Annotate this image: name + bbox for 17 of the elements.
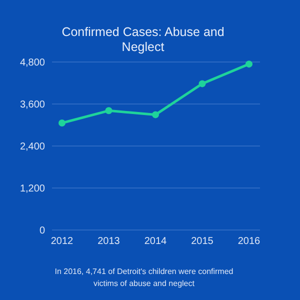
x-tick-label: 2013 [98, 236, 120, 247]
y-tick-label: 3,600 [20, 100, 46, 110]
point [105, 107, 112, 114]
chart-title: Confirmed Cases: Abuse and Neglect [62, 25, 224, 54]
y-tick-label: 1,200 [20, 184, 46, 194]
x-tick-label: 2016 [238, 236, 261, 247]
x-tick-label: 2012 [50, 236, 74, 247]
point [152, 111, 159, 118]
x-tick-label: 2015 [191, 236, 214, 247]
point [198, 80, 206, 88]
point [58, 120, 66, 127]
y-tick-label: 0 [39, 226, 46, 236]
y-tick-label: 4,800 [20, 58, 46, 68]
y-tick-label: 2,400 [20, 142, 46, 152]
point [246, 60, 252, 68]
x-tick-label: 2014 [144, 236, 168, 247]
text: In 2016, 4,741 of Detroit's children were confirmed victims of abuse and neglect [54, 267, 234, 288]
